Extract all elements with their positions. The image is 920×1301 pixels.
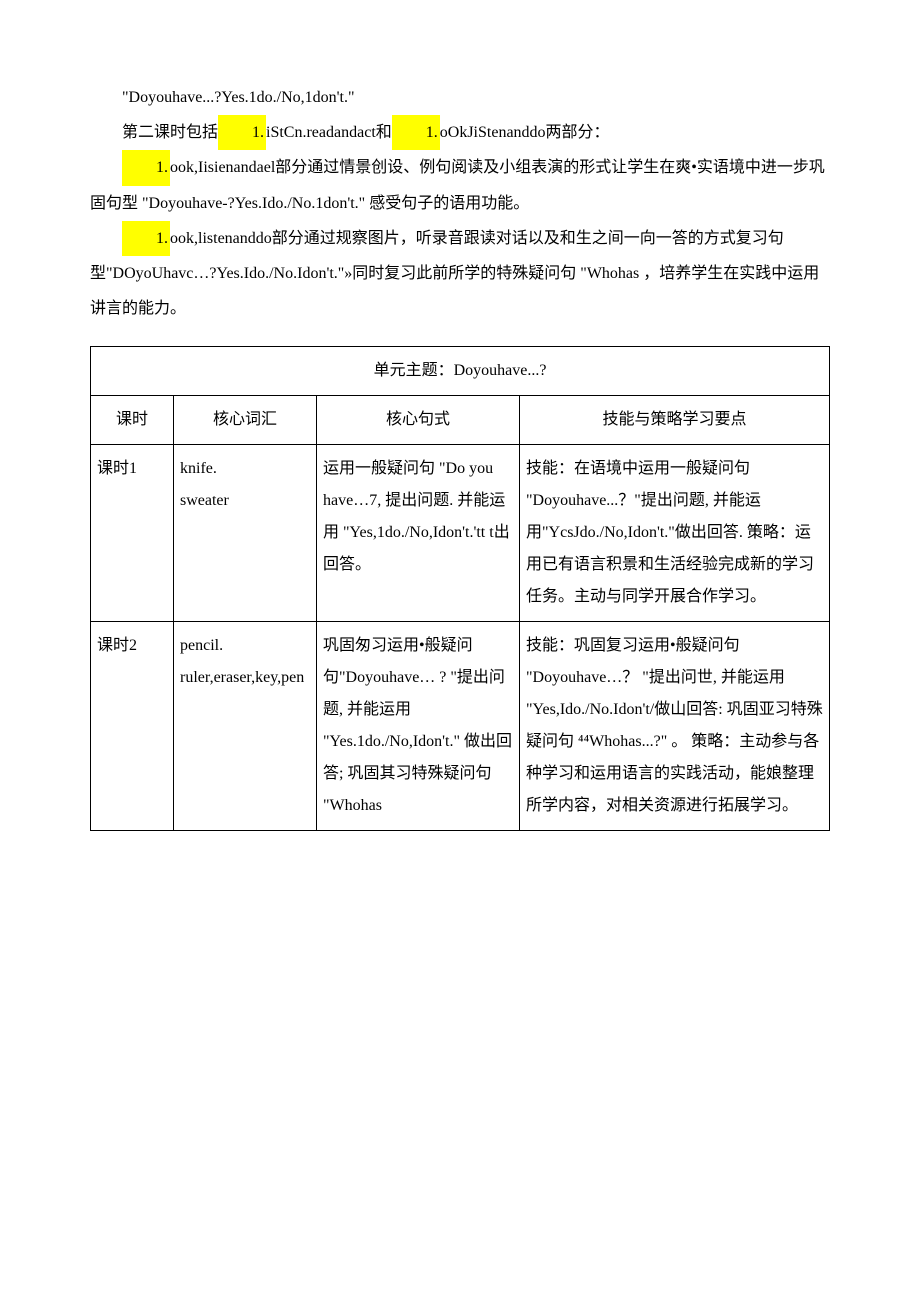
- p2-mid1: iStCn.readandact和: [266, 124, 392, 141]
- paragraph-3: 1.ook,Iisienandael部分通过情景创设、例句阅读及小组表演的形式让…: [90, 150, 830, 220]
- table-caption: 单元主题：Doyouhave...?: [91, 347, 830, 396]
- document-page: "Doyouhave...?Yes.1do./No,1don't." 第二课时包…: [0, 0, 920, 871]
- cell-vocab-1: knife. sweater: [174, 445, 317, 622]
- table-row: 课时2 pencil. ruler,eraser,key,pen 巩固匆习运用•…: [91, 622, 830, 831]
- p4-text: ook,listenanddo部分通过规察图片，听录音跟读对话以及和生之间一向一…: [90, 230, 819, 317]
- p3-text: ook,Iisienandael部分通过情景创设、例句阅读及小组表演的形式让学生…: [90, 159, 825, 211]
- cell-pattern-1: 运用一般疑问句 "Do you have…7, 提出问题. 并能运用 "Yes,…: [317, 445, 520, 622]
- cell-lesson-2: 课时2: [91, 622, 174, 831]
- p2-mid2: oOkJiStenanddo两部分：: [440, 124, 610, 141]
- table-row: 课时1 knife. sweater 运用一般疑问句 "Do you have……: [91, 445, 830, 622]
- table-title-row: 单元主题：Doyouhave...?: [91, 347, 830, 396]
- highlight-3: 1.: [122, 150, 170, 185]
- paragraph-2: 第二课时包括1.iStCn.readandact和1.oOkJiStenandd…: [90, 115, 830, 150]
- cell-vocab-2: pencil. ruler,eraser,key,pen: [174, 622, 317, 831]
- header-pattern: 核心句式: [317, 396, 520, 445]
- highlight-2: 1.: [392, 115, 440, 150]
- unit-table: 单元主题：Doyouhave...? 课时 核心词汇 核心句式 技能与策略学习要…: [90, 346, 830, 831]
- paragraph-4: 1.ook,listenanddo部分通过规察图片，听录音跟读对话以及和生之间一…: [90, 221, 830, 327]
- header-vocab: 核心词汇: [174, 396, 317, 445]
- table-header-row: 课时 核心词汇 核心句式 技能与策略学习要点: [91, 396, 830, 445]
- highlight-4: 1.: [122, 221, 170, 256]
- cell-skills-2: 技能：巩固复习运用•般疑问句 "Doyouhave…？ "提出问世, 并能运用 …: [520, 622, 830, 831]
- p2-pre: 第二课时包括: [122, 124, 218, 141]
- cell-skills-1: 技能：在语境中运用一般疑问句 "Doyouhave...？"提出问题, 并能运用…: [520, 445, 830, 622]
- header-skills: 技能与策略学习要点: [520, 396, 830, 445]
- highlight-1: 1.: [218, 115, 266, 150]
- paragraph-1-text: "Doyouhave...?Yes.1do./No,1don't.": [122, 89, 355, 106]
- header-lesson: 课时: [91, 396, 174, 445]
- paragraph-1: "Doyouhave...?Yes.1do./No,1don't.": [90, 80, 830, 115]
- cell-lesson-1: 课时1: [91, 445, 174, 622]
- cell-pattern-2: 巩固匆习运用•般疑问句"Doyouhave… ? "提出问题, 并能运用 "Ye…: [317, 622, 520, 831]
